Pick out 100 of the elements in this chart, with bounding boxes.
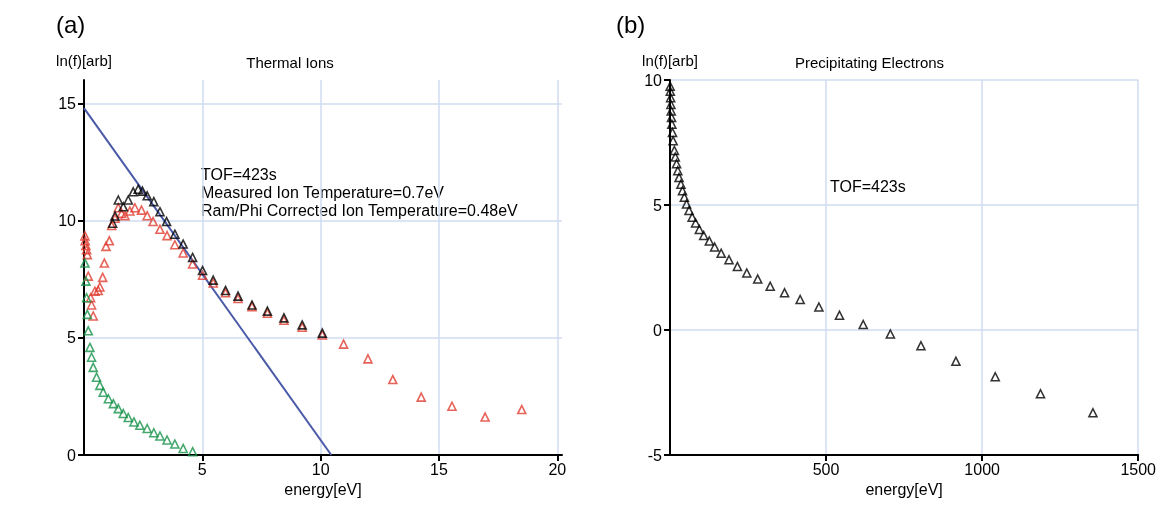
point [666, 99, 676, 110]
point [162, 435, 172, 445]
point [80, 235, 90, 246]
point [665, 86, 676, 97]
point [133, 184, 143, 195]
point [81, 244, 92, 255]
point [338, 339, 349, 349]
point [679, 192, 690, 203]
point [834, 310, 845, 321]
point [187, 259, 198, 269]
point [123, 412, 134, 423]
point [97, 272, 108, 283]
point [388, 374, 398, 385]
point [795, 294, 805, 305]
point [99, 258, 110, 268]
point [951, 356, 961, 367]
point [113, 195, 124, 205]
point [178, 239, 188, 249]
point [447, 401, 457, 412]
annotation: Measured Ion Temperature=0.7eV [201, 183, 445, 201]
point [116, 208, 127, 219]
point [480, 412, 490, 422]
annotation: Ram/Phi Corrected Ion Temperature=0.48eV [201, 201, 519, 219]
point [178, 248, 188, 258]
x-axis-title: energy[eV] [284, 481, 362, 499]
y-tick-label: 5 [653, 196, 663, 214]
x-tick-label: 15 [430, 460, 448, 478]
point [1035, 388, 1046, 399]
point [916, 340, 926, 351]
point [82, 249, 93, 260]
point [81, 276, 91, 286]
point [197, 265, 208, 276]
point [671, 158, 682, 169]
point [108, 398, 119, 409]
point [1088, 407, 1098, 418]
text: (b) [616, 10, 646, 38]
point [86, 352, 97, 363]
point [161, 216, 172, 227]
point [732, 261, 743, 272]
annotation: TOF=423s [201, 165, 277, 183]
point [142, 210, 152, 221]
point [724, 254, 734, 265]
y-tick-label: 15 [58, 94, 77, 112]
y-tick-label: 10 [58, 212, 77, 230]
point [709, 242, 720, 252]
point [858, 319, 869, 330]
y-tick-label: 10 [644, 71, 663, 89]
point [137, 186, 148, 196]
point [990, 371, 1001, 382]
point [120, 210, 130, 221]
point [95, 282, 105, 292]
point [81, 240, 91, 251]
x-tick-label: 5 [197, 460, 207, 478]
point [779, 287, 790, 298]
point [128, 187, 139, 197]
point [741, 268, 752, 278]
point [885, 329, 896, 339]
text: (a) [56, 10, 86, 38]
point [178, 443, 188, 454]
point [667, 127, 678, 138]
y-tick-label: 0 [653, 321, 663, 339]
point [130, 202, 140, 213]
point [135, 420, 145, 431]
chart-title: Precipitating Electrons [794, 54, 945, 71]
point [667, 119, 677, 130]
point [82, 309, 93, 320]
y-axis-title: ln(f)[arb] [642, 52, 698, 69]
point [80, 231, 90, 241]
x-tick-label: 500 [812, 460, 840, 478]
point [113, 403, 124, 414]
x-tick-label: 1000 [964, 460, 1001, 478]
point [752, 274, 763, 284]
point [88, 311, 99, 321]
point [142, 190, 152, 201]
point [765, 281, 775, 292]
point [681, 199, 692, 209]
point [665, 92, 676, 103]
point [416, 392, 426, 402]
point [684, 205, 694, 216]
point [187, 252, 198, 263]
point [197, 270, 208, 281]
point [85, 292, 96, 303]
point [162, 230, 172, 241]
point [80, 258, 90, 268]
point [187, 446, 198, 457]
point [673, 165, 683, 176]
y-axis-title: ln(f)[arb] [56, 52, 112, 69]
chart-title: Thermal Ions [246, 54, 334, 71]
x-axis-title: energy[eV] [865, 481, 943, 499]
point [814, 302, 824, 312]
point [674, 172, 684, 183]
point [83, 325, 94, 336]
point [170, 229, 180, 240]
point [81, 292, 92, 303]
point [118, 202, 129, 212]
point [86, 300, 97, 310]
point [676, 179, 686, 190]
y-tick-label: 5 [67, 329, 77, 347]
point [155, 431, 165, 441]
point [155, 206, 165, 217]
